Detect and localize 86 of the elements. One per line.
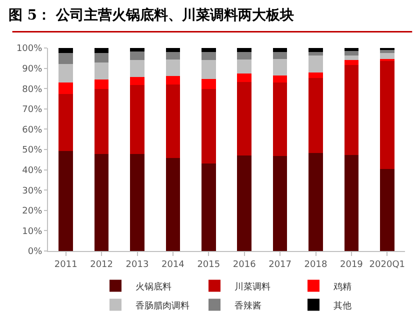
bar xyxy=(308,72,323,78)
bar xyxy=(130,76,144,86)
y-tick-label: 20% xyxy=(22,206,43,217)
bar xyxy=(237,52,252,60)
bar xyxy=(380,169,394,251)
bar xyxy=(166,59,180,76)
y-tick-label: 100% xyxy=(16,44,43,54)
legend-label: 鸡精 xyxy=(332,281,352,292)
x-tick-label: 2012 xyxy=(90,260,114,270)
x-tick-label: 2011 xyxy=(54,260,78,270)
bar xyxy=(237,82,252,156)
bar xyxy=(380,50,394,54)
bar xyxy=(202,78,216,90)
bar xyxy=(166,48,180,52)
bar xyxy=(344,65,359,155)
bar xyxy=(308,48,323,52)
y-tick-label: 70% xyxy=(22,105,43,116)
bar xyxy=(166,158,180,251)
x-tick-label: 2018 xyxy=(304,260,328,270)
bar xyxy=(94,89,109,154)
bar xyxy=(166,52,180,60)
bar xyxy=(344,50,359,56)
bar xyxy=(202,52,216,60)
bar xyxy=(130,60,144,77)
bar xyxy=(130,154,144,251)
bar xyxy=(202,60,216,79)
bar xyxy=(344,154,359,251)
bar xyxy=(344,48,359,51)
bar xyxy=(94,154,109,251)
chart-title: 图 5： 公司主营火锅底料、川菜调料两大板块 xyxy=(8,6,294,24)
y-tick-label: 90% xyxy=(22,64,43,74)
bar xyxy=(130,51,144,60)
x-tick-label: 2020Q1 xyxy=(369,260,406,270)
bar xyxy=(58,94,73,152)
bar xyxy=(308,56,323,73)
y-tick-label: 0% xyxy=(28,247,43,258)
bar xyxy=(202,163,216,251)
bar xyxy=(272,76,288,82)
bar xyxy=(272,156,288,251)
bar xyxy=(237,48,252,52)
bar xyxy=(237,59,252,74)
legend-label: 香肠腊肉调料 xyxy=(136,300,190,312)
bar xyxy=(130,85,144,154)
y-tick-label: 80% xyxy=(22,84,43,95)
y-tick-label: 40% xyxy=(22,166,43,176)
bar xyxy=(237,155,252,251)
bar xyxy=(308,52,323,56)
legend-label: 香辣酱 xyxy=(234,300,262,312)
bar xyxy=(94,53,109,63)
y-tick-label: 30% xyxy=(22,186,43,196)
x-tick-label: 2013 xyxy=(126,260,149,270)
legend-label: 川菜调料 xyxy=(234,281,270,292)
bar xyxy=(308,152,323,251)
bar xyxy=(94,62,109,80)
bar xyxy=(130,48,144,52)
x-tick-label: 2016 xyxy=(232,260,256,270)
bar xyxy=(272,82,288,156)
bar xyxy=(272,52,288,59)
x-tick-label: 2014 xyxy=(161,260,185,270)
bar xyxy=(94,48,109,54)
bar xyxy=(58,151,73,251)
bar xyxy=(380,53,394,59)
x-tick-label: 2017 xyxy=(268,260,292,270)
bar xyxy=(202,48,216,52)
bar xyxy=(202,89,216,164)
bar xyxy=(58,64,73,82)
bar xyxy=(272,58,288,76)
bar xyxy=(380,60,394,170)
x-tick-label: 2019 xyxy=(340,260,364,270)
bar xyxy=(94,80,109,90)
bar xyxy=(272,48,288,52)
x-tick-label: 2015 xyxy=(197,260,220,270)
legend-label: 火锅底料 xyxy=(136,281,172,292)
bar xyxy=(58,48,73,54)
bar xyxy=(308,78,323,153)
bar xyxy=(344,60,359,66)
bar xyxy=(344,56,359,60)
y-tick-label: 10% xyxy=(22,226,43,237)
legend-label: 其他 xyxy=(334,300,352,312)
y-tick-label: 60% xyxy=(22,125,43,136)
y-tick-label: 50% xyxy=(22,146,43,156)
bar xyxy=(166,76,180,85)
bar xyxy=(166,84,180,158)
bar xyxy=(58,53,73,64)
bar xyxy=(237,73,252,82)
bar xyxy=(58,82,73,94)
